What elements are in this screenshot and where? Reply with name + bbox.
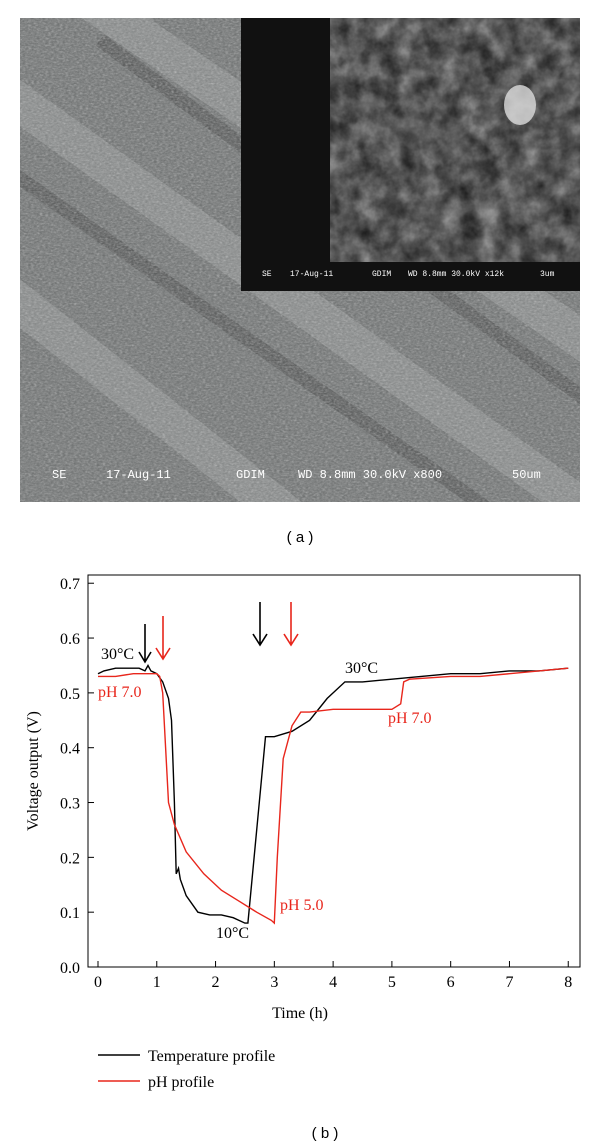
x-tick-label: 7 [505,974,513,991]
inset-info: 3um [540,270,555,279]
annotation: 30°C [101,646,134,663]
annotation: 30°C [345,660,378,677]
legend-label: Temperature profile [148,1048,275,1065]
inset-info: SE [262,270,272,279]
annotation: pH 5.0 [280,897,324,914]
plot-frame [87,574,581,968]
annotation: pH 7.0 [98,684,142,701]
y-tick-label: 0.5 [60,686,80,703]
micrograph-info: 50um [512,468,541,482]
series-line [97,664,569,924]
micrograph-info: 17-Aug-11 [106,468,171,482]
inset-info: 17-Aug-11 [290,270,333,279]
x-tick-label: 4 [329,974,337,991]
y-axis-label: Voltage output (V) [25,711,42,831]
legend-label: pH profile [148,1074,214,1091]
y-tick-label: 0.4 [60,741,80,758]
x-tick-label: 8 [564,974,572,991]
y-tick-label: 0.2 [60,850,80,867]
inset-info: WD 8.8mm 30.0kV x12k [408,270,504,279]
x-tick-label: 3 [270,974,278,991]
micrograph-info: WD 8.8mm 30.0kV x800 [298,468,442,482]
panel-label: ( a ) [287,529,314,546]
micrograph-info: GDIM [236,468,265,482]
annotation: 10°C [216,925,249,942]
x-tick-label: 2 [212,974,220,991]
panel-label: ( b ) [312,1125,339,1142]
inset-micrograph: SE 17-Aug-11 GDIM WD 8.8mm 30.0kV x12k 3… [241,18,580,291]
x-tick-label: 1 [153,974,161,991]
y-tick-label: 0.3 [60,796,80,813]
series-line [98,667,569,925]
x-tick-label: 0 [94,974,102,991]
y-tick-label: 0.0 [60,960,80,977]
micrograph-info: SE [52,468,66,482]
arrows [138,602,299,664]
y-tick-label: 0.7 [60,576,80,593]
x-axis-label: Time (h) [272,1005,328,1022]
x-tick-label: 5 [388,974,396,991]
x-tick-label: 6 [447,974,455,991]
y-tick-label: 0.6 [60,631,80,648]
inset-info: GDIM [372,270,391,279]
y-tick-label: 0.1 [60,905,80,922]
annotation: pH 7.0 [388,710,432,727]
